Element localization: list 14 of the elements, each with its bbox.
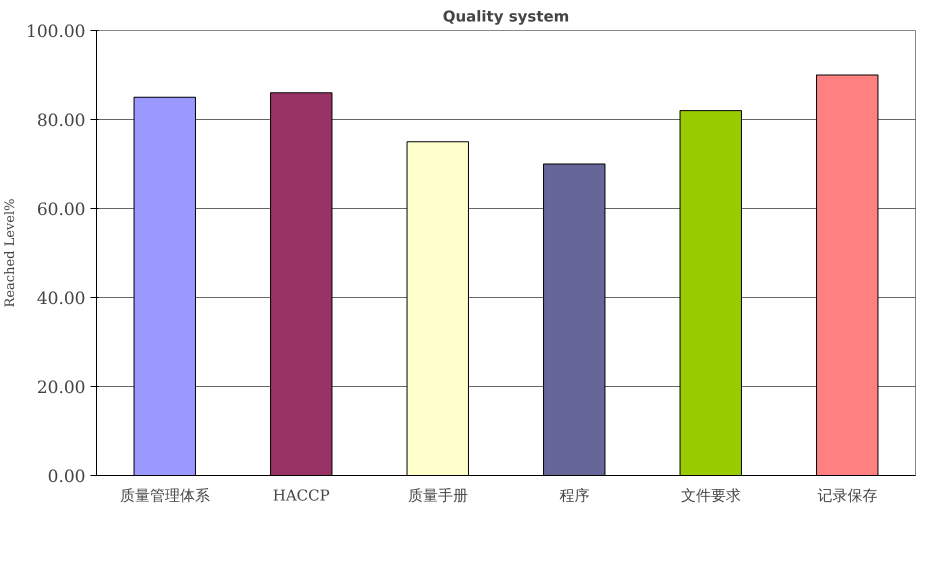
x-tick-label: HACCP	[272, 486, 330, 504]
chart-title: Quality system	[442, 8, 570, 26]
x-tick-label: 程序	[559, 486, 590, 504]
y-tick-label: 100.00	[26, 22, 86, 42]
y-axis-title: Reached Level%	[3, 198, 18, 308]
x-tick-label: 文件要求	[680, 486, 741, 504]
x-tick-label: 质量手册	[408, 486, 468, 504]
y-tick-label: 60.00	[36, 200, 86, 220]
x-tick-label: 质量管理体系	[120, 486, 210, 504]
y-tick-label: 80.00	[36, 111, 86, 131]
y-tick-label: 20.00	[36, 378, 86, 398]
y-tick-label: 40.00	[36, 289, 86, 309]
x-tick-label: 记录保存	[817, 486, 878, 504]
y-tick-label: 0.00	[48, 467, 86, 487]
